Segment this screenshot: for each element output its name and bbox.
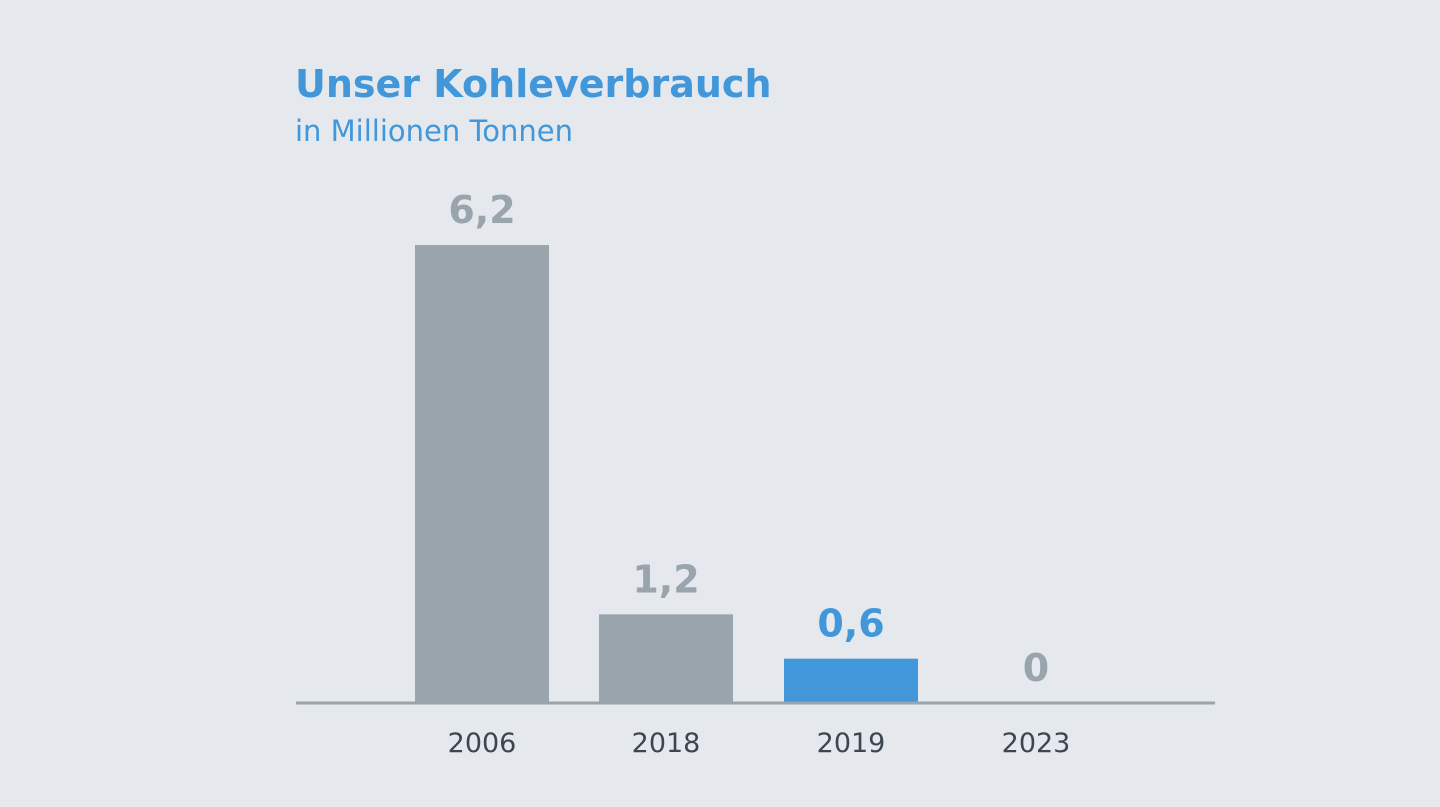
- x-tick-label-2019: 2019: [817, 728, 886, 759]
- x-tick-labels-group: 2006 2018 2019 2023: [448, 728, 1071, 759]
- bar-2006: [415, 245, 549, 703]
- x-tick-label-2023: 2023: [1002, 728, 1071, 759]
- value-label-2006: 6,2: [448, 188, 515, 232]
- chart-title: Unser Kohleverbrauch: [295, 62, 772, 106]
- bar-2018: [599, 614, 733, 703]
- value-label-2019: 0,6: [817, 602, 884, 646]
- bar-2019: [784, 658, 918, 703]
- value-labels-group: 6,2 1,2 0,6 0: [448, 188, 1049, 690]
- x-tick-label-2006: 2006: [448, 728, 517, 759]
- bars-group: [415, 245, 918, 703]
- x-tick-label-2018: 2018: [632, 728, 701, 759]
- value-label-2023: 0: [1023, 646, 1049, 690]
- value-label-2018: 1,2: [632, 557, 699, 601]
- chart-subtitle: in Millionen Tonnen: [295, 114, 573, 148]
